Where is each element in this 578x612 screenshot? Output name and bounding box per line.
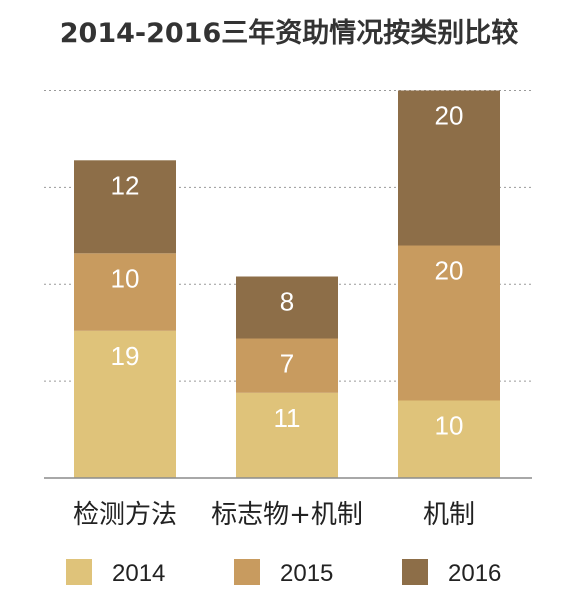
category-label: 检测方法 — [73, 500, 177, 530]
bar-segment-2015 — [74, 253, 176, 331]
bar-segment-2014 — [398, 400, 500, 478]
bar-segment-2016 — [236, 276, 338, 339]
data-label: 7 — [280, 349, 294, 379]
bar-segment-2015 — [236, 338, 338, 393]
data-label: 8 — [280, 287, 294, 317]
legend-label: 2014 — [112, 560, 165, 587]
category-label: 机制 — [423, 500, 475, 530]
chart-title: 2014-2016三年资助情况按类别比较 — [60, 17, 519, 49]
category-labels: 检测方法 标志物+机制 机制 — [73, 500, 475, 530]
legend-label: 2015 — [280, 560, 333, 587]
bar-segment-2015 — [398, 245, 500, 401]
legend-swatch-2016 — [402, 559, 428, 585]
legend: 2014 2015 2016 — [66, 559, 501, 587]
bar-segment-2014 — [74, 330, 176, 479]
legend-label: 2016 — [448, 560, 501, 587]
data-label: 20 — [435, 256, 464, 286]
bar-segment-2014 — [236, 392, 338, 479]
data-label: 11 — [274, 403, 301, 433]
bar-segment-2016 — [398, 90, 500, 246]
data-label: 19 — [111, 341, 140, 371]
bars — [74, 90, 500, 479]
data-label: 12 — [111, 170, 140, 200]
legend-swatch-2015 — [234, 559, 260, 585]
bar-segment-2016 — [74, 160, 176, 254]
data-label: 10 — [111, 263, 140, 293]
data-label: 20 — [435, 101, 464, 131]
category-label: 标志物+机制 — [211, 500, 363, 530]
data-label: 10 — [435, 411, 464, 441]
value-labels: 19 10 12 11 7 8 10 20 20 — [111, 101, 464, 441]
legend-swatch-2014 — [66, 559, 92, 585]
